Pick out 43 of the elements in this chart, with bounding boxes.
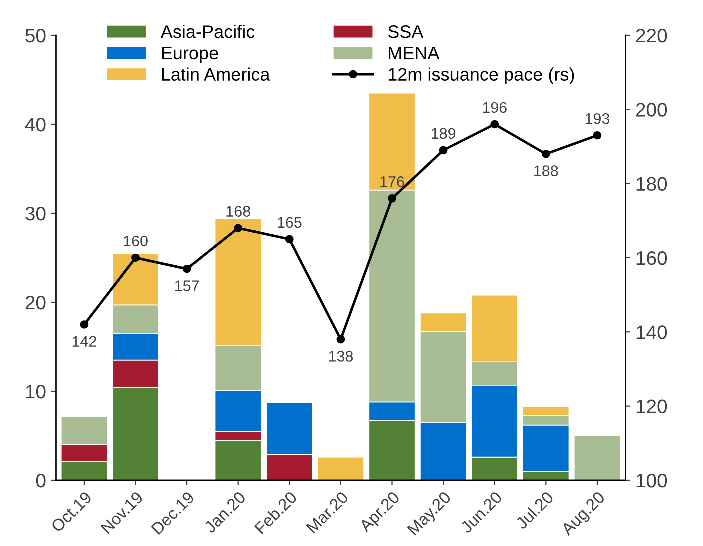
point: [336, 335, 346, 344]
y-tick-label: 10: [26, 384, 46, 399]
data-label: 142: [72, 336, 96, 347]
bar: [317, 456, 364, 480]
point: [542, 150, 550, 158]
y2-tick-label: 120: [636, 400, 668, 414]
data-label: 165: [278, 217, 302, 228]
data-label: 138: [329, 351, 354, 362]
y2-tick-label: 160: [636, 251, 668, 266]
data-label: 176: [380, 176, 404, 188]
point: [80, 320, 89, 329]
data-label: 168: [226, 206, 250, 217]
y-tick-label: 30: [26, 206, 46, 221]
legend-label: Asia-Pacific: [160, 25, 255, 38]
point: [490, 120, 500, 129]
point: [285, 235, 294, 244]
point: [182, 264, 192, 274]
data-label: 189: [432, 128, 456, 140]
data-label: 160: [124, 236, 148, 247]
bar: [574, 436, 621, 480]
legend-label: MENA: [389, 47, 440, 60]
data-label: 188: [534, 166, 558, 176]
y2-tick-label: 180: [636, 177, 668, 192]
point: [439, 146, 448, 155]
data-label: 193: [586, 113, 610, 124]
legend-label: Latin America: [162, 68, 270, 81]
y2-tick-label: 200: [636, 103, 668, 117]
y-tick-label: 0: [36, 474, 46, 488]
y2-tick-label: 220: [636, 28, 668, 43]
point: [593, 131, 602, 140]
data-label: 196: [483, 102, 507, 114]
y2-tick-label: 100: [636, 474, 668, 488]
y-tick-label: 50: [26, 28, 46, 43]
point: [388, 194, 396, 203]
y-tick-label: 20: [26, 296, 46, 310]
legend-label: SSA: [388, 26, 424, 38]
legend-label: 12m issuance pace (rs): [388, 68, 574, 85]
legend-label: Europe: [162, 47, 218, 64]
point: [234, 224, 243, 232]
y2-tick-label: 140: [636, 326, 668, 340]
data-label: 157: [175, 280, 200, 292]
y-tick-label: 40: [25, 118, 46, 132]
point: [132, 254, 140, 262]
